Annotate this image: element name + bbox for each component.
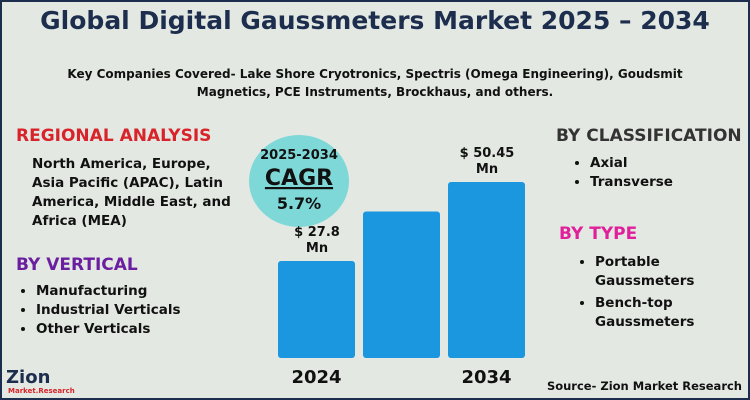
- x-tick-label: 2034: [461, 367, 511, 388]
- value-label: $ 50.45 Mn: [459, 146, 515, 177]
- vertical-item: Other Verticals: [36, 320, 181, 339]
- cagr-period: 2025-2034: [260, 148, 338, 163]
- type-item: Portable Gaussmeters: [595, 253, 735, 291]
- value-label: $ 27.8 Mn: [294, 225, 340, 257]
- classification-list: Axial Transverse: [572, 154, 673, 192]
- vertical-heading: BY VERTICAL: [16, 255, 138, 275]
- cagr-value: 5.7%: [277, 194, 321, 213]
- source: Source- Zion Market Research: [547, 379, 742, 393]
- logo-sub: Market.Research: [8, 387, 75, 395]
- x-tick-label: 2024: [291, 367, 341, 388]
- vertical-item: Manufacturing: [36, 282, 181, 301]
- title: Global Digital Gaussmeters Market 2025 –…: [40, 6, 710, 35]
- classification-item: Transverse: [590, 173, 673, 192]
- logo: Zion: [6, 367, 50, 388]
- bar: [278, 261, 355, 358]
- cagr-badge: [249, 135, 349, 227]
- type-heading: BY TYPE: [559, 224, 638, 244]
- cagr-label: CAGR: [265, 166, 333, 191]
- type-list: Portable Gaussmeters Bench-top Gaussmete…: [577, 253, 735, 332]
- vertical-item: Industrial Verticals: [36, 301, 181, 320]
- subtitle: Key Companies Covered- Lake Shore Cryotr…: [67, 67, 683, 99]
- regional-heading: REGIONAL ANALYSIS: [16, 126, 212, 146]
- regional-text: North America, Europe, Asia Pacific (APA…: [32, 156, 231, 229]
- vertical-list: Manufacturing Industrial Verticals Other…: [18, 282, 181, 339]
- bar: [363, 211, 440, 358]
- classification-item: Axial: [590, 154, 673, 173]
- type-item: Bench-top Gaussmeters: [595, 294, 735, 332]
- classification-heading: BY CLASSIFICATION: [556, 126, 742, 146]
- bar: [448, 182, 525, 358]
